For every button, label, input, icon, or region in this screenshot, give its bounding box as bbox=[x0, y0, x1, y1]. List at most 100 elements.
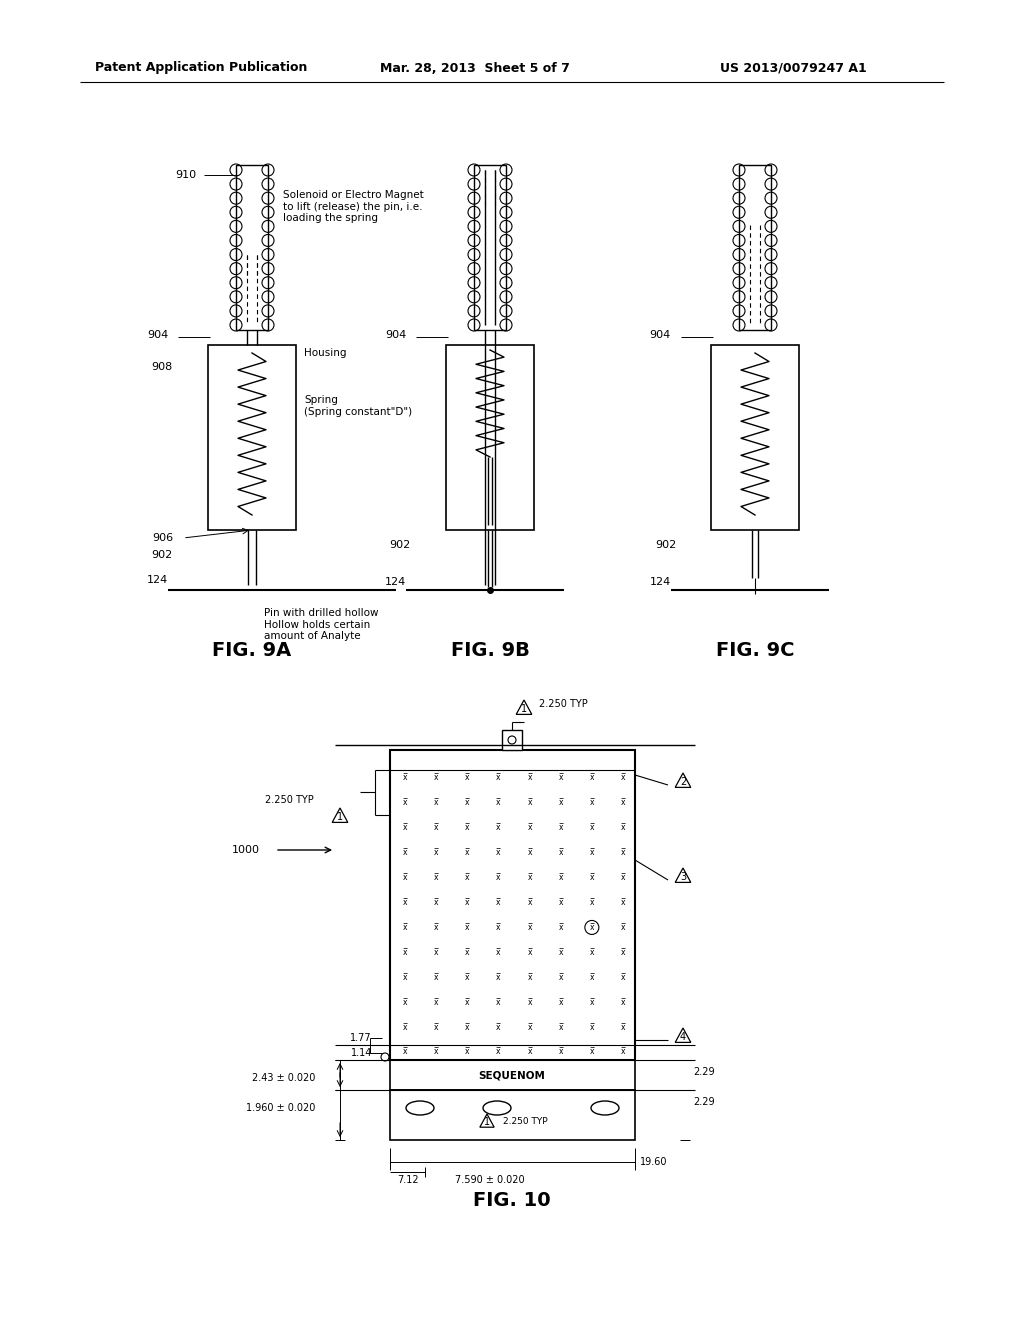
Text: x̅: x̅ bbox=[434, 973, 438, 982]
Text: x̅: x̅ bbox=[558, 824, 563, 833]
Text: x̅: x̅ bbox=[621, 948, 626, 957]
Text: x̅: x̅ bbox=[497, 849, 501, 857]
Text: x̅: x̅ bbox=[497, 873, 501, 882]
Text: x̅: x̅ bbox=[558, 973, 563, 982]
Text: 2.250 TYP: 2.250 TYP bbox=[265, 795, 313, 805]
Text: 2.250 TYP: 2.250 TYP bbox=[539, 700, 588, 709]
Bar bbox=[446, 345, 534, 531]
Text: x̅: x̅ bbox=[434, 849, 438, 857]
Text: x̅: x̅ bbox=[590, 923, 594, 932]
Text: x̅: x̅ bbox=[402, 923, 408, 932]
Text: x̅: x̅ bbox=[402, 948, 408, 957]
Text: x̅: x̅ bbox=[558, 774, 563, 783]
Text: 3: 3 bbox=[680, 873, 686, 882]
Text: 1.77: 1.77 bbox=[350, 1034, 372, 1043]
Text: x̅: x̅ bbox=[497, 998, 501, 1007]
Text: x̅: x̅ bbox=[558, 998, 563, 1007]
Text: x̅: x̅ bbox=[590, 998, 594, 1007]
Text: x̅: x̅ bbox=[590, 774, 594, 783]
Text: x̅: x̅ bbox=[402, 849, 408, 857]
Text: x̅: x̅ bbox=[590, 873, 594, 882]
Text: x̅: x̅ bbox=[402, 998, 408, 1007]
Text: 7.12: 7.12 bbox=[397, 1175, 419, 1185]
Text: Solenoid or Electro Magnet
to lift (release) the pin, i.e.
loading the spring: Solenoid or Electro Magnet to lift (rele… bbox=[283, 190, 424, 223]
Text: x̅: x̅ bbox=[402, 1048, 408, 1056]
Text: 1.14: 1.14 bbox=[350, 1048, 372, 1059]
Text: x̅: x̅ bbox=[621, 1048, 626, 1056]
Text: x̅: x̅ bbox=[621, 898, 626, 907]
Text: 902: 902 bbox=[654, 540, 676, 550]
Bar bbox=[390, 1060, 635, 1090]
Text: x̅: x̅ bbox=[434, 948, 438, 957]
Text: x̅: x̅ bbox=[527, 898, 531, 907]
Text: 7.590 ± 0.020: 7.590 ± 0.020 bbox=[456, 1175, 525, 1185]
Text: x̅: x̅ bbox=[465, 998, 470, 1007]
Text: x̅: x̅ bbox=[465, 1023, 470, 1032]
Text: x̅: x̅ bbox=[497, 1048, 501, 1056]
Polygon shape bbox=[516, 700, 531, 714]
Text: x̅: x̅ bbox=[402, 1023, 408, 1032]
Text: x̅: x̅ bbox=[434, 1023, 438, 1032]
Text: Housing: Housing bbox=[304, 348, 346, 358]
Text: 124: 124 bbox=[650, 577, 671, 587]
Bar bbox=[474, 165, 506, 330]
Text: x̅: x̅ bbox=[402, 873, 408, 882]
Text: x̅: x̅ bbox=[590, 824, 594, 833]
Text: x̅: x̅ bbox=[402, 898, 408, 907]
Text: 2.29: 2.29 bbox=[693, 1067, 715, 1077]
Text: x̅: x̅ bbox=[434, 774, 438, 783]
Bar bbox=[390, 750, 635, 1060]
Text: 904: 904 bbox=[146, 330, 168, 341]
Text: x̅: x̅ bbox=[465, 923, 470, 932]
Text: x̅: x̅ bbox=[465, 849, 470, 857]
Text: x̅: x̅ bbox=[402, 774, 408, 783]
Text: x̅: x̅ bbox=[558, 898, 563, 907]
Text: x̅: x̅ bbox=[527, 873, 531, 882]
Text: 1: 1 bbox=[521, 704, 527, 714]
Text: US 2013/0079247 A1: US 2013/0079247 A1 bbox=[720, 62, 866, 74]
Text: FIG. 10: FIG. 10 bbox=[473, 1191, 551, 1209]
Text: SEQUENOM: SEQUENOM bbox=[478, 1071, 546, 1080]
Text: x̅: x̅ bbox=[621, 1023, 626, 1032]
Text: x̅: x̅ bbox=[527, 774, 531, 783]
Text: x̅: x̅ bbox=[465, 973, 470, 982]
Text: 902: 902 bbox=[390, 540, 411, 550]
Text: x̅: x̅ bbox=[621, 799, 626, 808]
Text: x̅: x̅ bbox=[590, 948, 594, 957]
Text: x̅: x̅ bbox=[465, 799, 470, 808]
Text: x̅: x̅ bbox=[465, 873, 470, 882]
Text: x̅: x̅ bbox=[558, 799, 563, 808]
Text: 2: 2 bbox=[680, 777, 686, 787]
Text: x̅: x̅ bbox=[621, 873, 626, 882]
Text: x̅: x̅ bbox=[434, 799, 438, 808]
Text: 904: 904 bbox=[385, 330, 406, 341]
Bar bbox=[208, 345, 296, 531]
Bar bbox=[236, 165, 268, 330]
Polygon shape bbox=[675, 1028, 691, 1043]
Text: 19.60: 19.60 bbox=[640, 1158, 668, 1167]
Text: FIG. 9A: FIG. 9A bbox=[212, 640, 292, 660]
Text: x̅: x̅ bbox=[402, 799, 408, 808]
Bar bbox=[502, 730, 522, 750]
Text: x̅: x̅ bbox=[434, 824, 438, 833]
Text: 124: 124 bbox=[385, 577, 406, 587]
Text: x̅: x̅ bbox=[497, 1023, 501, 1032]
Text: x̅: x̅ bbox=[497, 948, 501, 957]
Text: x̅: x̅ bbox=[558, 948, 563, 957]
Text: x̅: x̅ bbox=[497, 923, 501, 932]
Text: x̅: x̅ bbox=[497, 973, 501, 982]
Text: x̅: x̅ bbox=[465, 774, 470, 783]
Text: x̅: x̅ bbox=[558, 849, 563, 857]
Bar bbox=[390, 1090, 635, 1140]
Polygon shape bbox=[480, 1114, 495, 1127]
Text: 2.250 TYP: 2.250 TYP bbox=[503, 1118, 548, 1126]
Text: x̅: x̅ bbox=[434, 873, 438, 882]
Text: x̅: x̅ bbox=[434, 1048, 438, 1056]
Text: x̅: x̅ bbox=[621, 973, 626, 982]
Text: x̅: x̅ bbox=[558, 1048, 563, 1056]
Text: x̅: x̅ bbox=[402, 973, 408, 982]
Text: x̅: x̅ bbox=[402, 824, 408, 833]
Text: x̅: x̅ bbox=[621, 774, 626, 783]
Text: Pin with drilled hollow
Hollow holds certain
amount of Analyte: Pin with drilled hollow Hollow holds cer… bbox=[264, 609, 379, 642]
Text: 1: 1 bbox=[337, 812, 343, 822]
